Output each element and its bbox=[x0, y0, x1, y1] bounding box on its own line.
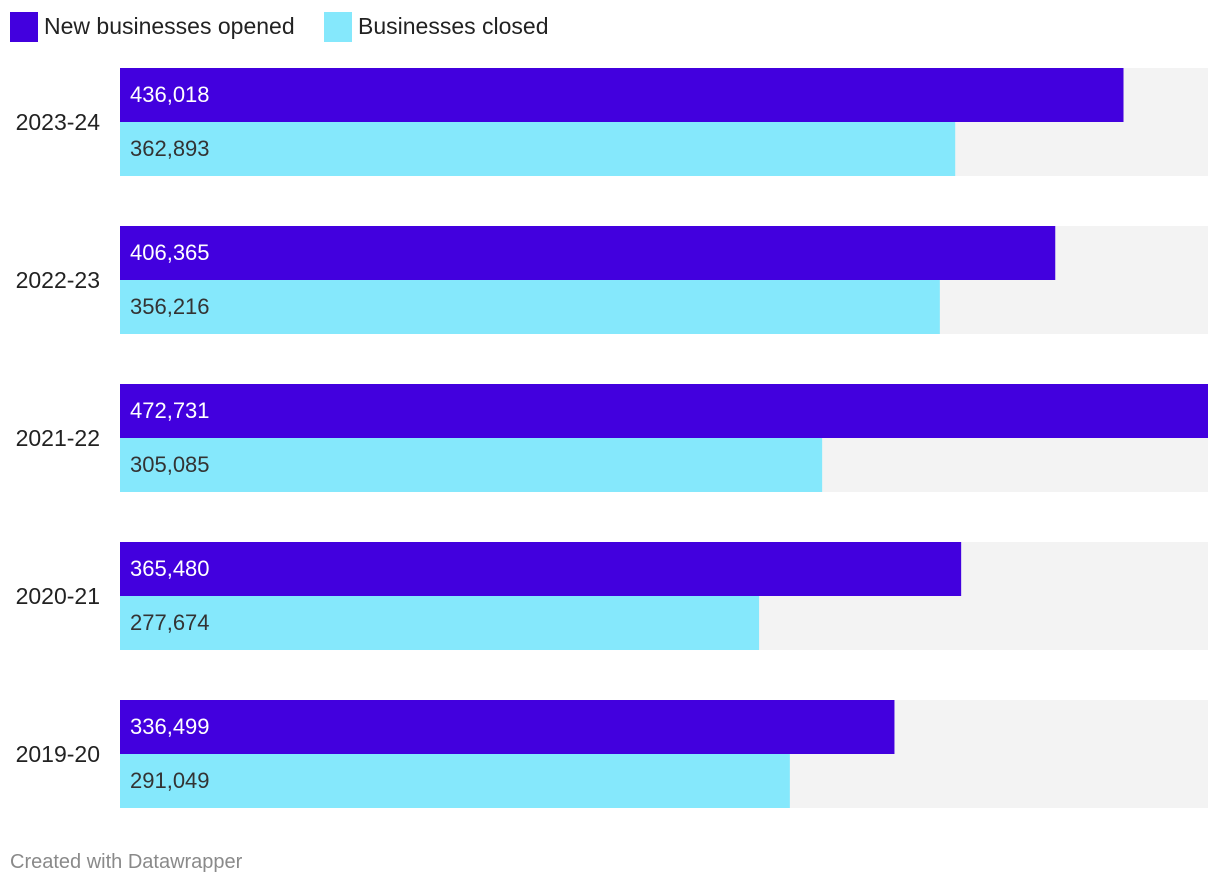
legend-entry-0: New businesses opened bbox=[10, 12, 295, 42]
bar-closed bbox=[120, 122, 956, 176]
legend-label: New businesses opened bbox=[44, 13, 295, 39]
category-label: 2020-21 bbox=[16, 583, 100, 609]
category-label: 2019-20 bbox=[16, 741, 100, 767]
category-label: 2023-24 bbox=[16, 109, 101, 135]
bar-closed bbox=[120, 280, 940, 334]
bar-opened bbox=[120, 68, 1124, 122]
bar-opened bbox=[120, 226, 1056, 280]
value-label: 436,018 bbox=[130, 82, 210, 107]
value-label: 305,085 bbox=[130, 452, 210, 477]
bar-closed bbox=[120, 596, 760, 650]
category-label: 2022-23 bbox=[16, 267, 100, 293]
value-label: 291,049 bbox=[130, 768, 210, 793]
value-label: 406,365 bbox=[130, 240, 210, 265]
credit-text: Created with Datawrapper bbox=[10, 851, 243, 873]
bar-opened bbox=[120, 700, 895, 754]
value-label: 277,674 bbox=[130, 610, 210, 635]
value-label: 365,480 bbox=[130, 556, 210, 581]
legend-entry-1: Businesses closed bbox=[324, 12, 549, 42]
value-label: 362,893 bbox=[130, 136, 210, 161]
bar-closed bbox=[120, 438, 823, 492]
category-label: 2021-22 bbox=[16, 425, 100, 451]
value-label: 336,499 bbox=[130, 714, 210, 739]
bars: 436,018 362,893 406,365 356,216 472,731 305,0… bbox=[120, 68, 1208, 808]
legend-swatch bbox=[324, 12, 352, 42]
category-labels: 2023-24 2022-23 2021-22 2020-21 2019-20 bbox=[16, 109, 101, 767]
bar-opened bbox=[120, 542, 962, 596]
bar-closed bbox=[120, 754, 790, 808]
value-label: 356,216 bbox=[130, 294, 210, 319]
legend-swatch bbox=[10, 12, 38, 42]
legend-label: Businesses closed bbox=[358, 13, 549, 39]
value-label: 472,731 bbox=[130, 398, 210, 423]
bar-opened bbox=[120, 384, 1208, 438]
legend: New businesses opened Businesses closed bbox=[10, 12, 549, 42]
